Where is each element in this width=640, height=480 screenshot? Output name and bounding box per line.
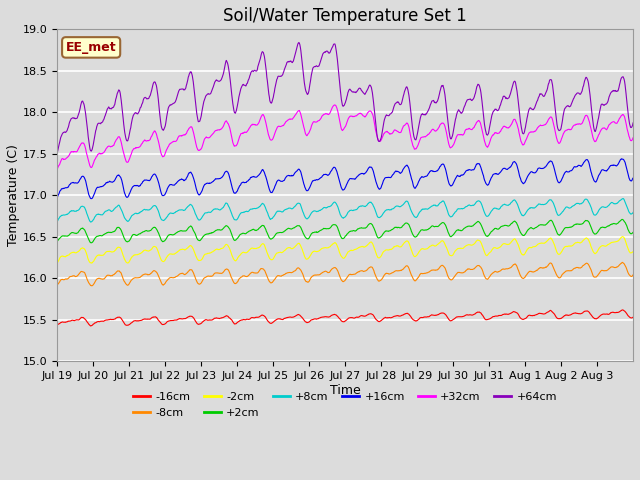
+64cm	[116, 90, 124, 96]
+64cm	[564, 103, 572, 109]
-8cm	[117, 270, 125, 276]
+16cm	[618, 156, 625, 162]
+16cm	[404, 164, 412, 169]
+32cm	[53, 166, 61, 171]
-8cm	[563, 268, 571, 274]
+32cm	[143, 138, 150, 144]
+64cm	[629, 120, 637, 126]
-16cm	[563, 312, 571, 318]
-16cm	[619, 307, 627, 313]
-2cm	[502, 241, 510, 247]
+32cm	[564, 127, 572, 132]
-8cm	[88, 283, 95, 288]
+2cm	[564, 225, 572, 230]
Text: EE_met: EE_met	[66, 41, 116, 54]
+16cm	[503, 167, 511, 172]
+2cm	[503, 223, 511, 228]
+32cm	[331, 102, 339, 108]
-8cm	[503, 266, 511, 272]
Line: +16cm: +16cm	[57, 159, 633, 199]
-2cm	[53, 260, 61, 266]
+2cm	[629, 229, 637, 235]
-2cm	[563, 244, 570, 250]
+8cm	[117, 205, 125, 211]
+64cm	[53, 150, 61, 156]
-8cm	[404, 264, 412, 269]
-8cm	[629, 272, 637, 278]
+2cm	[618, 216, 626, 222]
+16cm	[564, 169, 572, 175]
-2cm	[629, 249, 637, 254]
+16cm	[563, 169, 571, 175]
+64cm	[295, 40, 303, 46]
+2cm	[53, 238, 61, 244]
+16cm	[629, 175, 637, 181]
-16cm	[143, 316, 151, 322]
-2cm	[619, 234, 627, 240]
Line: -16cm: -16cm	[57, 310, 633, 326]
+64cm	[563, 103, 571, 109]
Line: +8cm: +8cm	[57, 199, 633, 222]
Legend: -16cm, -8cm, -2cm, +2cm, +8cm, +16cm, +32cm, +64cm: -16cm, -8cm, -2cm, +2cm, +8cm, +16cm, +3…	[129, 388, 561, 422]
-2cm	[404, 238, 412, 244]
+8cm	[629, 210, 637, 216]
+2cm	[404, 221, 412, 227]
+64cm	[143, 96, 150, 102]
+8cm	[503, 203, 511, 208]
X-axis label: Time: Time	[330, 384, 360, 397]
-2cm	[563, 243, 571, 249]
Line: -8cm: -8cm	[57, 263, 633, 286]
+32cm	[404, 121, 412, 127]
-16cm	[53, 322, 61, 328]
+2cm	[88, 240, 95, 246]
-8cm	[143, 271, 151, 277]
+16cm	[143, 178, 151, 183]
+64cm	[503, 96, 511, 101]
-16cm	[629, 314, 637, 320]
Line: -2cm: -2cm	[57, 237, 633, 263]
Title: Soil/Water Temperature Set 1: Soil/Water Temperature Set 1	[223, 7, 467, 25]
-16cm	[564, 312, 572, 318]
-16cm	[503, 312, 511, 317]
+8cm	[404, 199, 412, 205]
-8cm	[564, 268, 572, 274]
+32cm	[116, 136, 124, 142]
Line: +2cm: +2cm	[57, 219, 633, 243]
+2cm	[563, 225, 571, 230]
Line: +32cm: +32cm	[57, 105, 633, 168]
Y-axis label: Temperature (C): Temperature (C)	[7, 144, 20, 246]
+8cm	[87, 219, 95, 225]
+16cm	[53, 195, 61, 201]
-2cm	[143, 248, 150, 253]
+64cm	[404, 87, 412, 93]
-8cm	[53, 282, 61, 288]
+32cm	[563, 127, 571, 133]
+2cm	[117, 227, 125, 232]
-16cm	[404, 311, 412, 317]
+8cm	[143, 207, 151, 213]
-2cm	[116, 245, 124, 251]
+16cm	[117, 175, 125, 180]
+2cm	[143, 228, 151, 234]
+8cm	[563, 204, 571, 210]
+8cm	[564, 204, 572, 210]
+16cm	[88, 196, 95, 202]
+32cm	[629, 135, 637, 141]
+8cm	[53, 218, 61, 224]
Line: +64cm: +64cm	[57, 43, 633, 153]
-16cm	[117, 315, 125, 321]
-8cm	[619, 260, 627, 265]
+8cm	[620, 196, 627, 202]
+32cm	[503, 125, 511, 131]
-16cm	[87, 323, 95, 329]
